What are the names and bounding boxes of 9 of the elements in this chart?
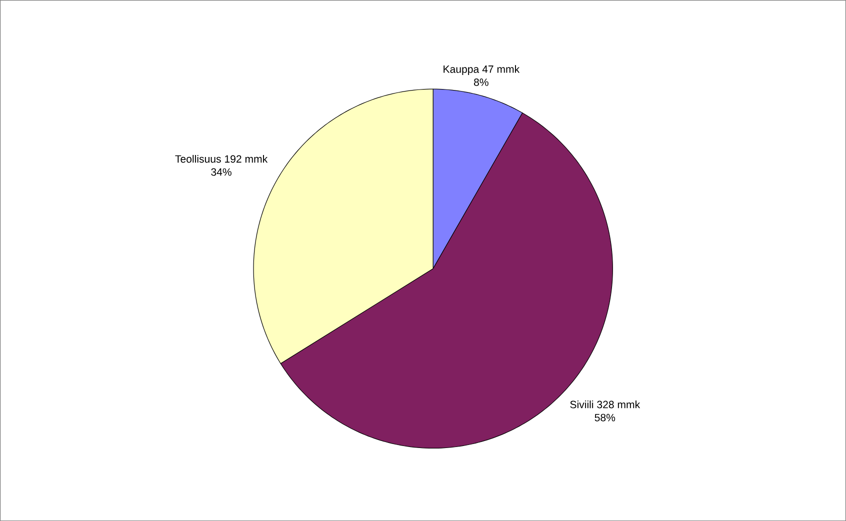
data-label: 328 mmk	[597, 400, 640, 408]
text: 58%	[594, 414, 616, 422]
slice-label: Kauppa	[444, 65, 480, 75]
slice-label: Siviili	[570, 400, 594, 408]
text: 34%	[211, 168, 232, 176]
data-label: 47 mmk	[482, 65, 520, 73]
data-label: 192 mmk	[225, 154, 268, 163]
slice-label: Teollisuus	[175, 154, 221, 163]
text: 8%	[474, 78, 488, 86]
